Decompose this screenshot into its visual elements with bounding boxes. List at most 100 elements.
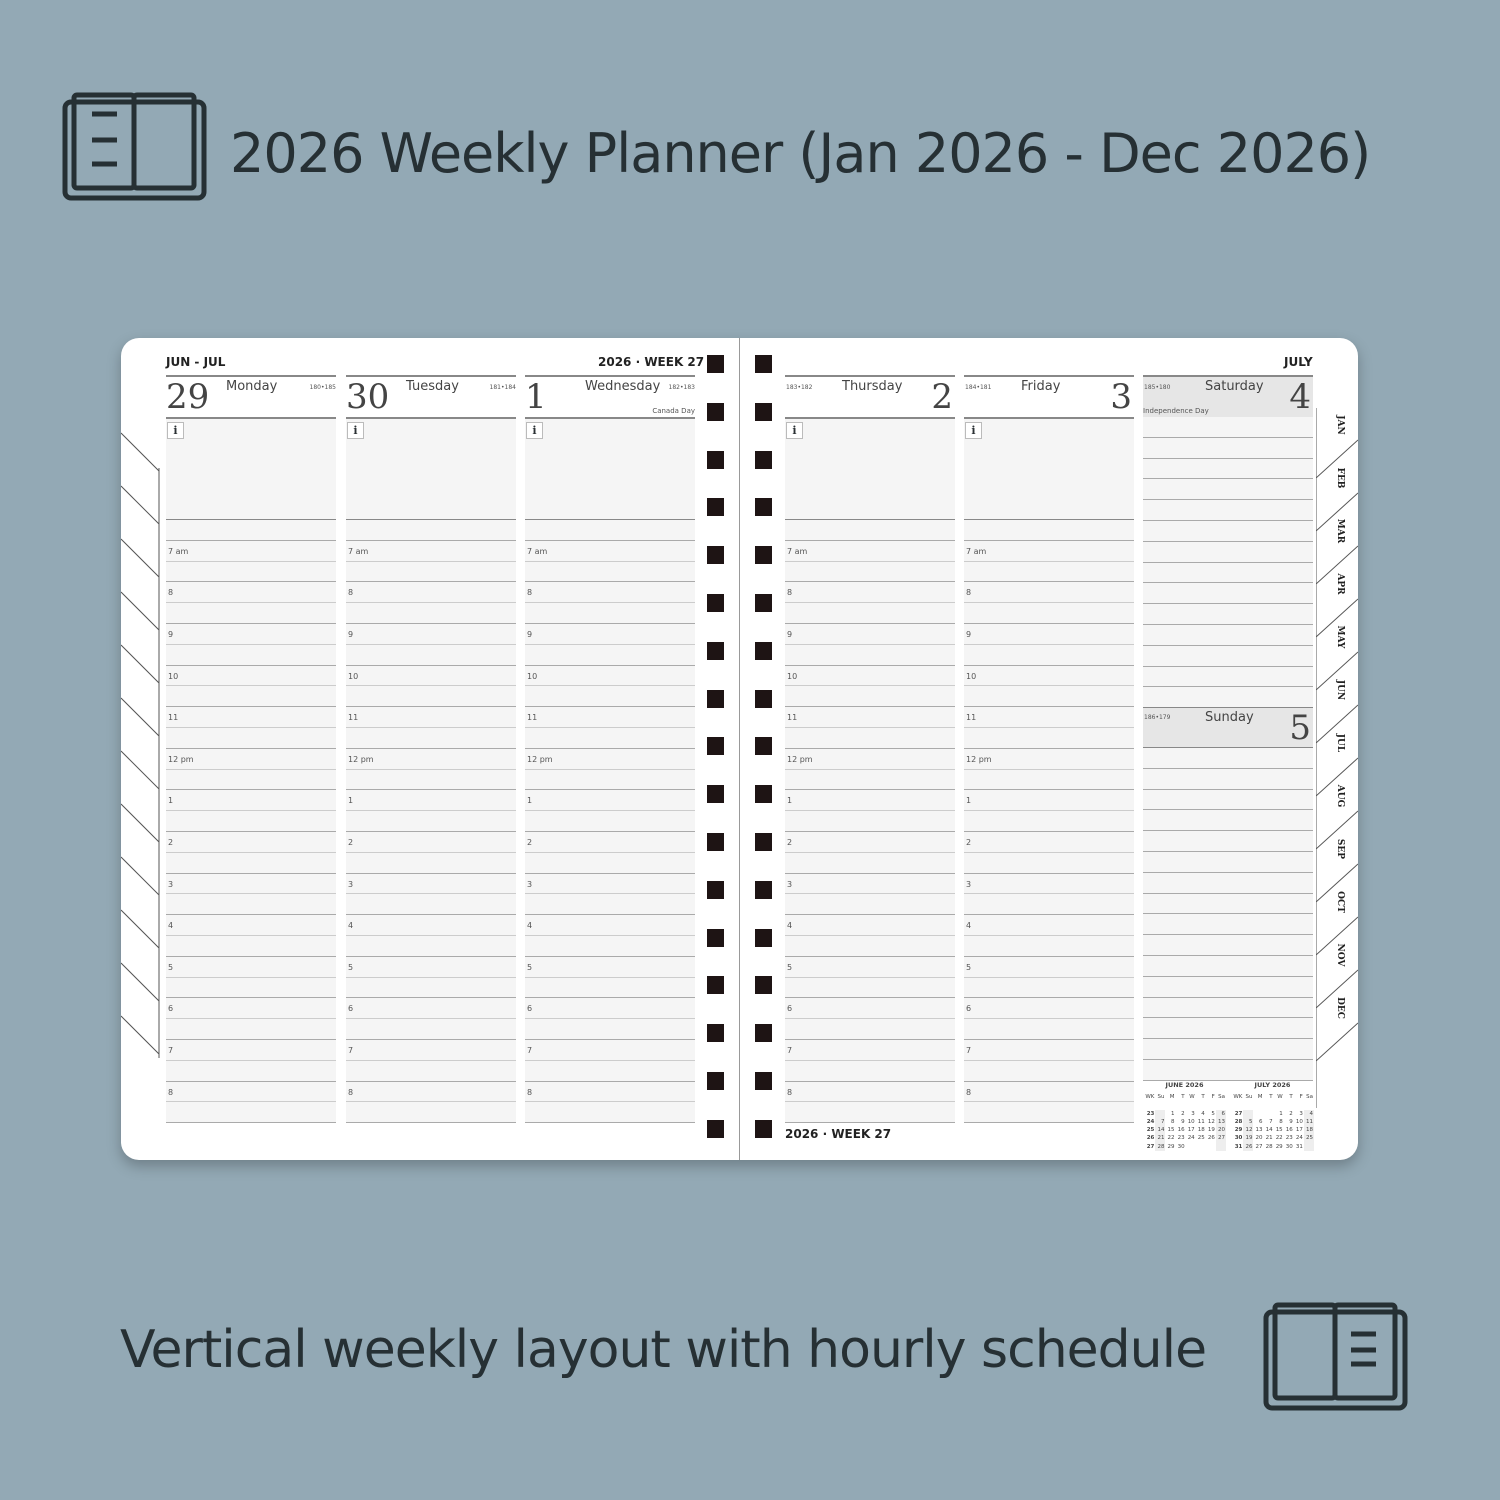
half-hour-slot[interactable] bbox=[346, 977, 516, 999]
hour-slot[interactable]: 8 bbox=[525, 582, 695, 604]
half-hour-slot[interactable] bbox=[964, 644, 1134, 666]
hour-slot[interactable]: 3 bbox=[964, 873, 1134, 895]
note-line[interactable] bbox=[1143, 1018, 1313, 1040]
note-line[interactable] bbox=[1143, 893, 1313, 915]
hour-slot[interactable]: 1 bbox=[785, 790, 955, 812]
half-hour-slot[interactable] bbox=[964, 1060, 1134, 1082]
note-line[interactable] bbox=[1143, 541, 1313, 563]
half-hour-slot[interactable] bbox=[525, 561, 695, 583]
half-hour-slot[interactable] bbox=[346, 686, 516, 708]
hour-slot[interactable]: 8 bbox=[166, 1081, 336, 1103]
hour-slot[interactable]: 7 bbox=[525, 1039, 695, 1061]
hour-slot[interactable]: 2 bbox=[964, 831, 1134, 853]
half-hour-slot[interactable] bbox=[785, 894, 955, 916]
note-line[interactable] bbox=[1143, 872, 1313, 894]
note-line[interactable] bbox=[1143, 687, 1313, 709]
hour-slot[interactable]: 8 bbox=[785, 1081, 955, 1103]
hour-slot[interactable]: 5 bbox=[166, 956, 336, 978]
half-hour-slot[interactable] bbox=[166, 935, 336, 957]
hour-slot[interactable]: 7 am bbox=[785, 540, 955, 562]
hour-slot[interactable]: 3 bbox=[525, 873, 695, 895]
half-hour-slot[interactable] bbox=[166, 894, 336, 916]
note-line[interactable] bbox=[1143, 500, 1313, 521]
hour-slot[interactable]: 4 bbox=[346, 915, 516, 936]
hour-slot[interactable]: 9 bbox=[346, 623, 516, 645]
hour-slot[interactable]: 3 bbox=[346, 873, 516, 895]
half-hour-slot[interactable] bbox=[166, 769, 336, 791]
half-hour-slot[interactable] bbox=[346, 1019, 516, 1040]
half-hour-slot[interactable] bbox=[785, 644, 955, 666]
half-hour-slot[interactable] bbox=[964, 769, 1134, 791]
hour-slot[interactable]: 7 am bbox=[346, 540, 516, 562]
half-hour-slot[interactable] bbox=[166, 727, 336, 749]
hour-slot[interactable]: 4 bbox=[785, 915, 955, 936]
half-hour-slot[interactable] bbox=[785, 769, 955, 791]
half-hour-slot[interactable] bbox=[346, 603, 516, 624]
half-hour-slot[interactable] bbox=[525, 852, 695, 874]
half-hour-slot[interactable] bbox=[166, 603, 336, 624]
hour-slot[interactable]: 4 bbox=[964, 915, 1134, 936]
note-line[interactable] bbox=[1143, 562, 1313, 584]
hour-slot[interactable]: 9 bbox=[525, 623, 695, 645]
half-hour-slot[interactable] bbox=[964, 977, 1134, 999]
half-hour-slot[interactable] bbox=[346, 811, 516, 832]
half-hour-slot[interactable] bbox=[525, 894, 695, 916]
hour-slot[interactable]: 8 bbox=[346, 582, 516, 604]
half-hour-slot[interactable] bbox=[525, 1019, 695, 1040]
half-hour-slot[interactable] bbox=[525, 811, 695, 832]
note-line[interactable] bbox=[1143, 1059, 1313, 1081]
hour-slot[interactable]: 9 bbox=[785, 623, 955, 645]
note-line[interactable] bbox=[1143, 417, 1313, 438]
hour-slot[interactable]: 7 am bbox=[525, 540, 695, 562]
hour-slot[interactable]: 1 bbox=[166, 790, 336, 812]
hour-slot[interactable]: 8 bbox=[166, 582, 336, 604]
note-line[interactable] bbox=[1143, 479, 1313, 501]
half-hour-slot[interactable] bbox=[964, 603, 1134, 624]
half-hour-slot[interactable] bbox=[964, 727, 1134, 749]
half-hour-slot[interactable] bbox=[525, 1102, 695, 1124]
hour-slot[interactable]: 8 bbox=[785, 582, 955, 604]
note-line[interactable] bbox=[1143, 935, 1313, 956]
half-hour-slot[interactable] bbox=[785, 935, 955, 957]
hour-slot[interactable]: 5 bbox=[964, 956, 1134, 978]
half-hour-slot[interactable] bbox=[785, 1019, 955, 1040]
half-hour-slot[interactable] bbox=[166, 977, 336, 999]
hour-slot[interactable]: 11 bbox=[964, 707, 1134, 728]
hour-slot[interactable]: 12 pm bbox=[964, 748, 1134, 770]
hour-slot[interactable]: 10 bbox=[964, 665, 1134, 687]
half-hour-slot[interactable] bbox=[785, 811, 955, 832]
hour-slot[interactable]: 3 bbox=[166, 873, 336, 895]
half-hour-slot[interactable] bbox=[525, 644, 695, 666]
note-line[interactable] bbox=[1143, 831, 1313, 852]
note-line[interactable] bbox=[1143, 645, 1313, 667]
half-hour-slot[interactable] bbox=[785, 977, 955, 999]
hour-slot[interactable]: 3 bbox=[785, 873, 955, 895]
hour-slot[interactable]: 6 bbox=[525, 998, 695, 1020]
note-line[interactable] bbox=[1143, 624, 1313, 646]
half-hour-slot[interactable] bbox=[785, 686, 955, 708]
half-hour-slot[interactable] bbox=[346, 727, 516, 749]
hour-slot[interactable]: 1 bbox=[346, 790, 516, 812]
half-hour-slot[interactable] bbox=[346, 769, 516, 791]
note-line[interactable] bbox=[1143, 1039, 1313, 1060]
notes-box[interactable]: i bbox=[964, 419, 1134, 520]
half-hour-slot[interactable] bbox=[785, 727, 955, 749]
half-hour-slot[interactable] bbox=[346, 1102, 516, 1124]
hour-slot[interactable]: 2 bbox=[166, 831, 336, 853]
half-hour-slot[interactable] bbox=[964, 561, 1134, 583]
hour-slot[interactable]: 11 bbox=[346, 707, 516, 728]
hour-slot[interactable]: 11 bbox=[525, 707, 695, 728]
half-hour-slot[interactable] bbox=[166, 1102, 336, 1124]
notes-box[interactable]: i bbox=[346, 419, 516, 520]
half-hour-slot[interactable] bbox=[525, 935, 695, 957]
hour-slot[interactable]: 12 pm bbox=[785, 748, 955, 770]
hour-slot[interactable]: 2 bbox=[346, 831, 516, 853]
half-hour-slot[interactable] bbox=[785, 603, 955, 624]
hour-slot[interactable]: 1 bbox=[964, 790, 1134, 812]
hour-slot[interactable]: 7 bbox=[166, 1039, 336, 1061]
half-hour-slot[interactable] bbox=[346, 644, 516, 666]
hour-slot[interactable]: 10 bbox=[525, 665, 695, 687]
half-hour-slot[interactable] bbox=[525, 686, 695, 708]
half-hour-slot[interactable] bbox=[166, 811, 336, 832]
note-line[interactable] bbox=[1143, 437, 1313, 459]
